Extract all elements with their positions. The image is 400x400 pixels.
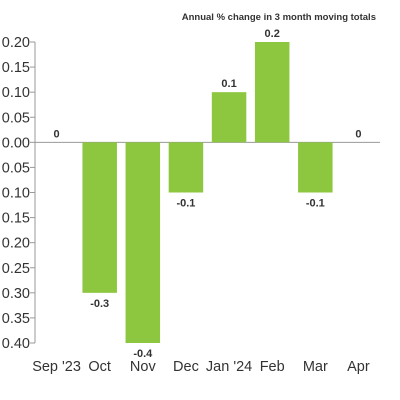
y-tick-label: 0.30 — [2, 286, 30, 302]
y-tick-label: 0.25 — [2, 261, 30, 277]
y-tick-label: 0.20 — [2, 35, 30, 51]
y-tick-label: 0.05 — [2, 110, 30, 126]
data-label: 0 — [355, 128, 361, 140]
x-tick-label: Jan '24 — [206, 359, 252, 375]
x-tick-label: Apr — [347, 359, 370, 375]
chart-subtitle: Annual % change in 3 month moving totals — [182, 12, 376, 23]
x-axis: Sep '23 Oct Nov Dec Jan '24 Feb Mar Apr — [32, 359, 370, 375]
x-tick-label: Oct — [88, 359, 111, 375]
data-label: -0.1 — [176, 198, 195, 210]
y-tick-label: 0.10 — [2, 85, 30, 101]
data-labels: 0 -0.3 -0.4 -0.1 0.1 0.2 -0.1 0 — [54, 28, 362, 360]
y-tick-label: 0.15 — [2, 211, 30, 227]
bars — [82, 42, 333, 343]
bar — [168, 142, 204, 193]
data-label: -0.4 — [133, 348, 153, 360]
y-tick-label: 0.20 — [2, 236, 30, 252]
data-label: -0.1 — [306, 198, 325, 210]
y-tick-label: 0.35 — [2, 311, 30, 327]
x-tick-label: Nov — [130, 359, 157, 375]
x-tick-label: Feb — [260, 359, 285, 375]
data-label: -0.3 — [90, 298, 109, 310]
bar — [298, 142, 333, 193]
y-tick-label: 0.40 — [2, 336, 30, 352]
x-tick-label: Sep '23 — [32, 359, 81, 375]
bar — [125, 142, 161, 343]
bar — [82, 142, 117, 293]
y-tick-label: 0.15 — [2, 60, 30, 76]
data-label: 0 — [54, 128, 60, 140]
data-label: 0.1 — [221, 78, 236, 90]
x-tick-label: Mar — [303, 359, 328, 375]
y-axis: 0.200.150.100.050.000.050.100.150.200.25… — [2, 35, 380, 352]
y-tick-label: 0.05 — [2, 160, 30, 176]
data-label: 0.2 — [265, 28, 280, 40]
bar — [211, 92, 247, 143]
x-tick-label: Dec — [173, 359, 199, 375]
bar — [254, 42, 290, 143]
y-tick-label: 0.10 — [2, 186, 30, 202]
y-tick-label: 0.00 — [2, 135, 30, 151]
